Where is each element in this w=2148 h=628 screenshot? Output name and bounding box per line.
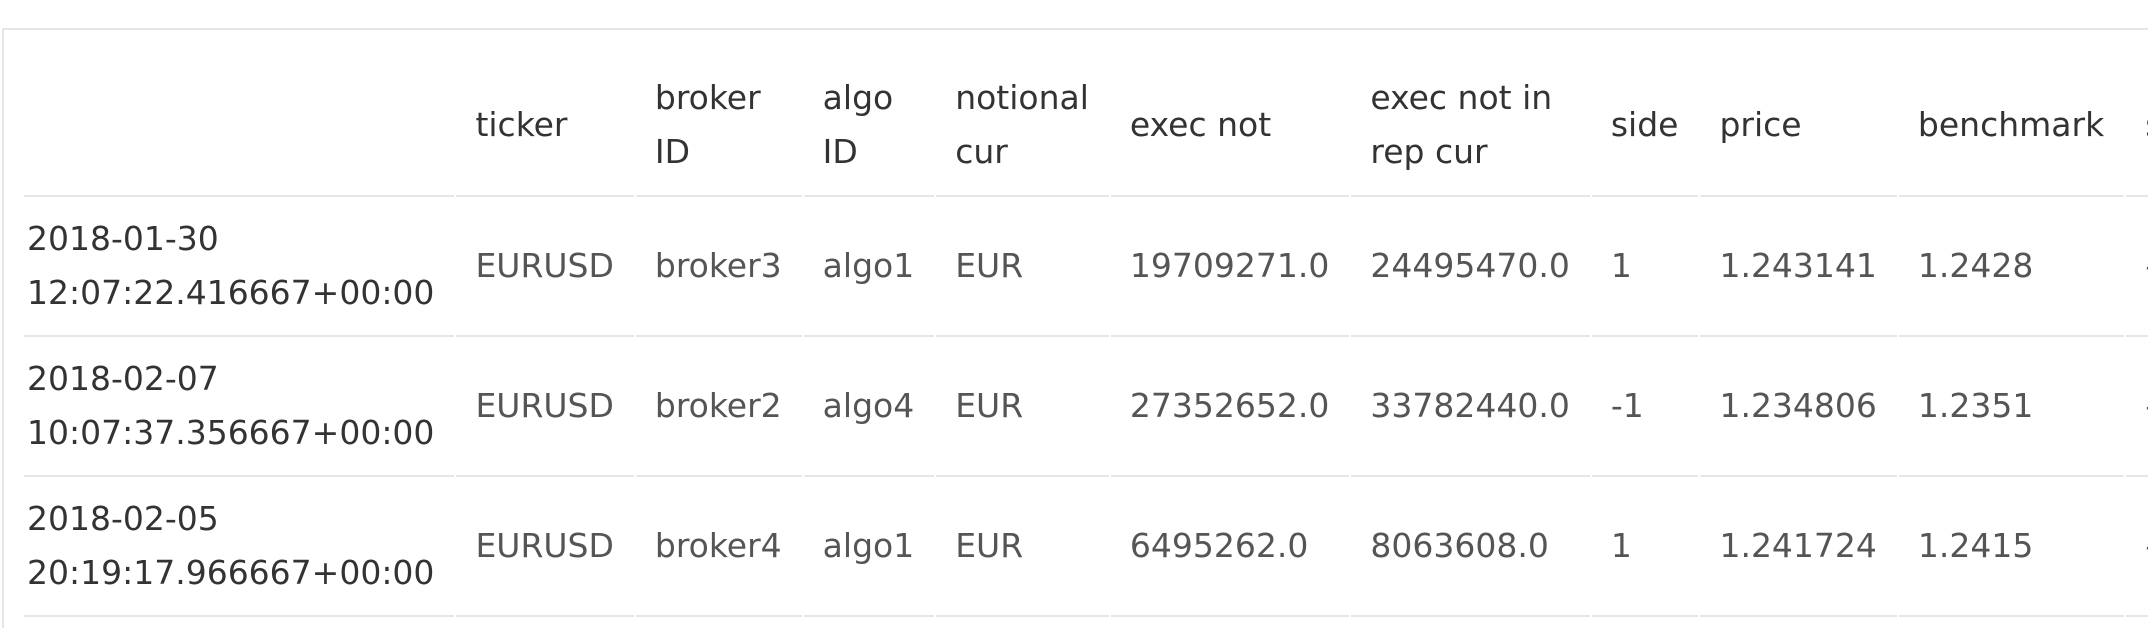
column-header-slippage: slippa [2126, 55, 2148, 197]
row-index-timestamp: 2018-02-05 20:19:17.966667+00:00 [24, 477, 455, 617]
index-date: 2018-01-30 [27, 219, 219, 258]
cell-exec-not: 6495262.0 [1110, 477, 1350, 617]
cell-notional-cur: EUR [936, 337, 1109, 477]
cell-benchmark: 1.2351 [1898, 337, 2125, 477]
cell-notional-cur: EUR [936, 197, 1109, 337]
column-header-price: price [1700, 55, 1897, 197]
index-date: 2018-02-07 [27, 359, 219, 398]
column-header-algo-id: algo ID [803, 55, 935, 197]
cell-exec-not-in-rep-cur: 8063608.0 [1351, 477, 1590, 617]
cell-exec-not: 19709271.0 [1110, 197, 1350, 337]
dataframe-container [2, 28, 2148, 628]
cell-algo-id: algo1 [803, 477, 935, 617]
table-row: 2018-02-07 10:07:37.356667+00:00 EURUSD b… [24, 337, 2148, 477]
dataframe-table: ticker broker ID algo ID notional cur ex… [22, 55, 2148, 617]
table-row: 2018-01-30 12:07:22.416667+00:00 EURUSD b… [24, 197, 2148, 337]
index-time: 20:19:17.966667+00:00 [27, 553, 435, 592]
column-header-notional-cur: notional cur [936, 55, 1109, 197]
table-row: 2018-02-05 20:19:17.966667+00:00 EURUSD b… [24, 477, 2148, 617]
cell-price: 1.243141 [1700, 197, 1897, 337]
cell-slippage: -2.14 [2126, 337, 2148, 477]
cell-broker-id: broker2 [635, 337, 802, 477]
row-index-timestamp: 2018-02-07 10:07:37.356667+00:00 [24, 337, 455, 477]
index-time: 10:07:37.356667+00:00 [27, 413, 435, 452]
cell-exec-not-in-rep-cur: 24495470.0 [1351, 197, 1590, 337]
column-header-benchmark: benchmark [1898, 55, 2125, 197]
cell-broker-id: broker4 [635, 477, 802, 617]
column-header-ticker: ticker [456, 55, 634, 197]
cell-notional-cur: EUR [936, 477, 1109, 617]
cell-benchmark: 1.2415 [1898, 477, 2125, 617]
cell-broker-id: broker3 [635, 197, 802, 337]
column-header-index [24, 55, 455, 197]
cell-price: 1.234806 [1700, 337, 1897, 477]
column-header-broker-id: broker ID [635, 55, 802, 197]
cell-side: -1 [1591, 337, 1699, 477]
cell-exec-not-in-rep-cur: 33782440.0 [1351, 337, 1590, 477]
cell-exec-not: 27352652.0 [1110, 337, 1350, 477]
cell-price: 1.241724 [1700, 477, 1897, 617]
cell-benchmark: 1.2428 [1898, 197, 2125, 337]
cell-ticker: EURUSD [456, 197, 634, 337]
index-time: 12:07:22.416667+00:00 [27, 273, 435, 312]
cell-algo-id: algo4 [803, 337, 935, 477]
column-header-side: side [1591, 55, 1699, 197]
column-header-exec-not: exec not [1110, 55, 1350, 197]
cell-ticker: EURUSD [456, 477, 634, 617]
row-index-timestamp: 2018-01-30 12:07:22.416667+00:00 [24, 197, 455, 337]
cell-ticker: EURUSD [456, 337, 634, 477]
column-header-exec-not-in-rep-cur: exec not in rep cur [1351, 55, 1590, 197]
cell-slippage: -2.13 [2126, 477, 2148, 617]
index-date: 2018-02-05 [27, 499, 219, 538]
table-header-row: ticker broker ID algo ID notional cur ex… [24, 55, 2148, 197]
cell-algo-id: algo1 [803, 197, 935, 337]
cell-side: 1 [1591, 197, 1699, 337]
cell-slippage: -2.42 [2126, 197, 2148, 337]
cell-side: 1 [1591, 477, 1699, 617]
